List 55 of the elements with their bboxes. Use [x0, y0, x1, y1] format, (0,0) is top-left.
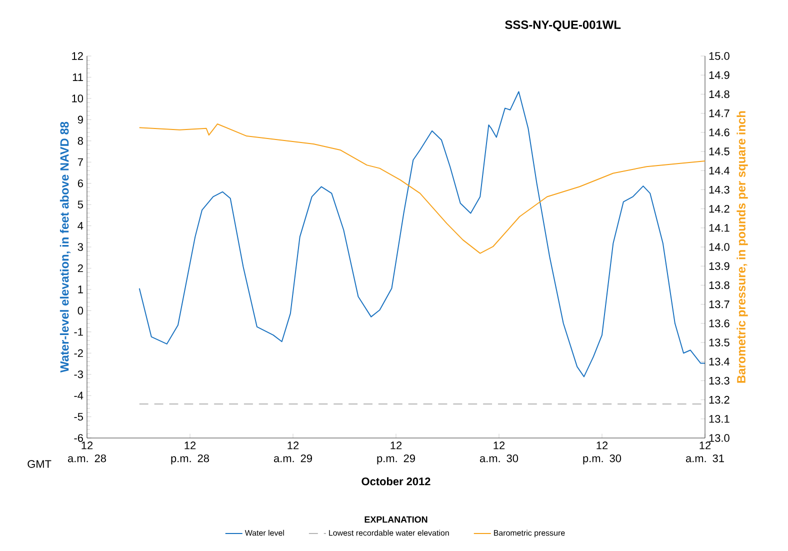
- x-tick-label: 12 a.m. 30: [480, 442, 518, 462]
- y2-tick-label: 14.1: [709, 224, 730, 232]
- y-axis-title: Water-level elevation, in feet above NAVD 88: [60, 122, 70, 373]
- y2-tick-label: 14.0: [709, 243, 730, 251]
- y2-tick-label: 13.5: [709, 338, 730, 346]
- y-tick-label: -6: [74, 434, 83, 442]
- y-tick-label: -4: [74, 392, 84, 400]
- y2-tick-label: 14.8: [709, 90, 730, 98]
- y2-tick-label: 14.4: [709, 166, 730, 174]
- x-tick-label: 12 a.m. 31: [686, 442, 724, 462]
- y-tick-label: 8: [78, 137, 83, 145]
- x-tick-label: 12 a.m. 28: [68, 442, 106, 462]
- y2-tick-label: 13.3: [709, 376, 730, 385]
- y-tick-label: -5: [74, 412, 84, 421]
- chart-title: SSS-NY-QUE-001WL: [505, 20, 621, 32]
- y2-tick-label: 13.2: [709, 396, 730, 404]
- x-tick-label: 12 p.m. 30: [583, 442, 622, 464]
- line-series: [138, 123, 706, 254]
- y2-tick-label: 14.2: [709, 204, 730, 213]
- y-tick-label: 10: [72, 94, 84, 102]
- y2-tick-label: 13.4: [709, 358, 730, 366]
- line-series: [138, 91, 706, 378]
- y-tick-label: 2: [78, 264, 83, 272]
- y2-tick-label: 14.3: [709, 186, 730, 194]
- y2-tick-label: 14.5: [709, 148, 730, 156]
- y2-tick-label: 13.9: [709, 262, 730, 270]
- y-tick-label: -1: [74, 328, 83, 336]
- y2-tick-label: 13.6: [709, 320, 730, 328]
- y-tick-label: -2: [74, 349, 83, 357]
- y-tick-label: 7: [78, 158, 83, 166]
- y-tick-label: 3: [78, 243, 83, 251]
- y2-tick-label: 13.7: [709, 300, 730, 308]
- y-tick-label: -3: [74, 370, 83, 378]
- y-tick-label: 11: [72, 73, 83, 81]
- y2-tick-label: 14.9: [709, 71, 730, 79]
- x-tick-label: 12 p.m. 28: [171, 442, 210, 464]
- x-tick-label: 12 p.m. 29: [377, 442, 415, 464]
- y2-tick-label: 15.0: [709, 52, 730, 60]
- y2-tick-label: 13.8: [709, 281, 730, 290]
- y2-axis-title: Barometric pressure, in pounds per square inch: [736, 111, 748, 383]
- y-tick-label: 6: [78, 179, 83, 188]
- y-tick-label: 4: [78, 222, 84, 230]
- y-tick-label: 0: [78, 306, 84, 315]
- y-tick-label: 1: [78, 286, 83, 294]
- x-axis-title: October 2012: [362, 477, 430, 486]
- y-tick-label: 9: [78, 116, 83, 124]
- y2-tick-label: 13.1: [709, 415, 730, 423]
- y2-tick-label: 14.6: [709, 128, 730, 136]
- y-tick-label: 12: [72, 52, 83, 60]
- x-tick-label: 12 a.m. 29: [274, 442, 312, 462]
- text: GMT: [28, 460, 52, 468]
- y-tick-label: 5: [78, 200, 84, 208]
- legend-title: EXPLANATION: [364, 516, 428, 523]
- y2-tick-label: 14.7: [709, 110, 730, 118]
- y2-tick-label: 13.0: [709, 434, 730, 442]
